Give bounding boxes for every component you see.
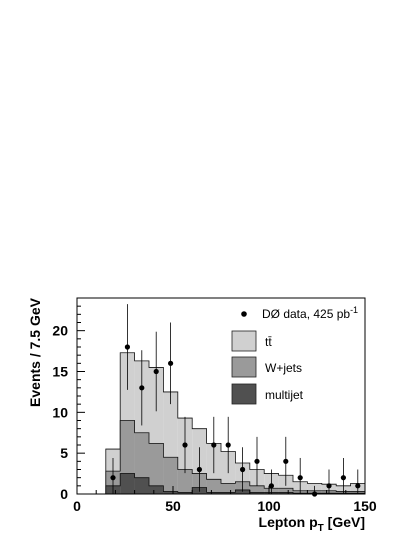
- multijet-bar-3: [149, 485, 164, 494]
- multijet-bar-2: [134, 477, 149, 494]
- multijet-bar-7: [206, 492, 221, 494]
- multijet-bar-12: [278, 492, 293, 494]
- wjets-bar-8: [221, 483, 236, 494]
- multijet-bar-5: [177, 492, 193, 494]
- x-axis-label: Lepton pT [GeV]: [259, 514, 365, 534]
- data-point-6: [196, 466, 202, 473]
- legend-label-wjets: W+jets: [265, 361, 302, 375]
- legend-label-ttbar: tt̄: [265, 335, 272, 349]
- x-tick-label-150: 150: [353, 498, 377, 514]
- y-tick-label-10: 10: [52, 404, 68, 420]
- data-point-5: [182, 442, 188, 448]
- axis-labels: Lepton pT [GeV] Events / 7.5 GeV: [27, 297, 365, 534]
- multijet-bar-9: [235, 489, 250, 494]
- data-point-15: [326, 483, 332, 489]
- axes: 0 50 100 150 0 5 10 15 20: [52, 297, 377, 514]
- y-tick-label-15: 15: [52, 364, 68, 380]
- data-point-17: [355, 483, 361, 489]
- plot-area: [105, 304, 366, 497]
- ttbar-outline: [105, 352, 366, 494]
- x-tick-label-0: 0: [73, 498, 81, 514]
- multijet-bar-10: [249, 492, 265, 494]
- legend: DØ data, 425 pb-1 tt̄ W+jets multijet: [231, 305, 358, 405]
- wjets-bar-12: [278, 488, 293, 494]
- data-point-0: [110, 475, 116, 481]
- y-tick-label-0: 0: [60, 486, 68, 502]
- x-tick-label-50: 50: [165, 498, 181, 514]
- data-point-3: [153, 368, 159, 375]
- data-point-9: [240, 466, 246, 473]
- multijet-bar-1: [120, 473, 135, 494]
- wjets-bar-3: [149, 443, 164, 494]
- data-point-13: [297, 475, 303, 481]
- y-tick-label-20: 20: [52, 323, 68, 339]
- wjets-bar-7: [206, 479, 221, 494]
- legend-data-label: DØ data, 425 pb-1: [262, 305, 358, 321]
- data-point-12: [283, 458, 289, 464]
- data-point-10: [254, 458, 260, 464]
- data-point-8: [225, 442, 231, 448]
- data-point-2: [139, 385, 145, 391]
- data-point-7: [211, 442, 217, 448]
- data-point-11: [268, 483, 274, 489]
- y-axis-label: Events / 7.5 GeV: [27, 297, 43, 407]
- legend-swatch-multijet: [231, 383, 257, 405]
- data-point-16: [340, 475, 346, 481]
- wjets-bar-4: [163, 457, 178, 494]
- legend-swatch-wjets: [231, 356, 257, 378]
- x-tick-label-100: 100: [257, 498, 281, 514]
- y-tick-label-5: 5: [60, 445, 68, 461]
- legend-data-marker: [241, 311, 247, 317]
- multijet-bar-4: [163, 491, 178, 494]
- legend-swatch-ttbar: [231, 330, 257, 352]
- wjets-bar-5: [177, 469, 193, 494]
- multijet-bar-8: [221, 492, 236, 494]
- data-point-1: [124, 344, 130, 350]
- data-point-4: [168, 360, 174, 366]
- legend-label-multijet: multijet: [265, 388, 304, 402]
- wjets-bar-10: [249, 485, 265, 494]
